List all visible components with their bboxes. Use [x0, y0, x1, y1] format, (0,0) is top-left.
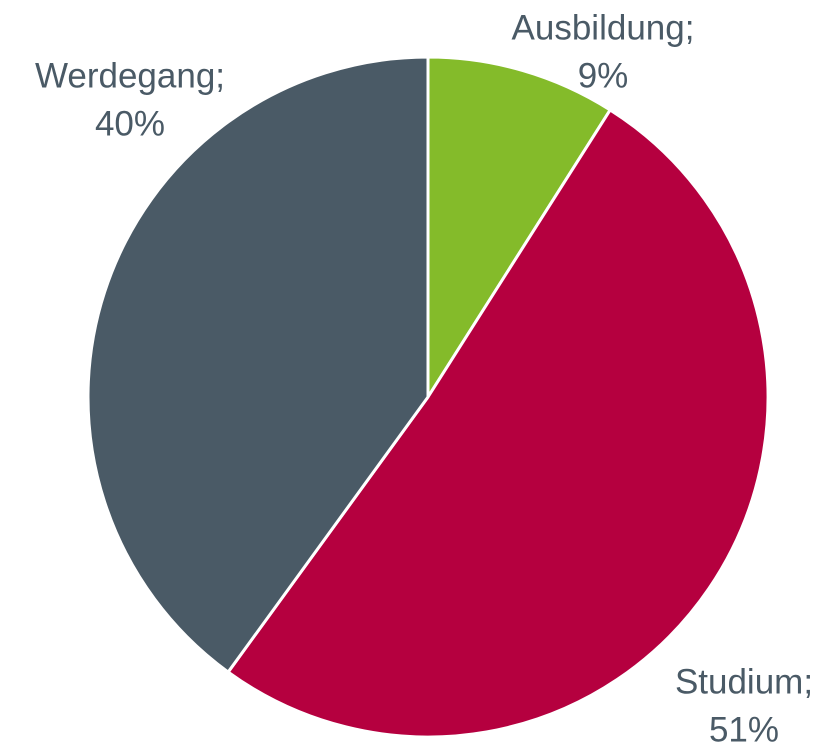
slice-value-label: 9% — [578, 56, 629, 95]
slice-label: Werdegang; — [35, 56, 225, 95]
pie-slice — [426, 55, 612, 399]
pie-slice — [226, 108, 770, 739]
slice-value-label: 51% — [709, 710, 779, 749]
slice-value-label: 40% — [95, 104, 165, 143]
pie-slice — [86, 55, 430, 674]
slice-label: Ausbildung; — [512, 8, 695, 47]
slice-label: Studium; — [675, 662, 813, 701]
